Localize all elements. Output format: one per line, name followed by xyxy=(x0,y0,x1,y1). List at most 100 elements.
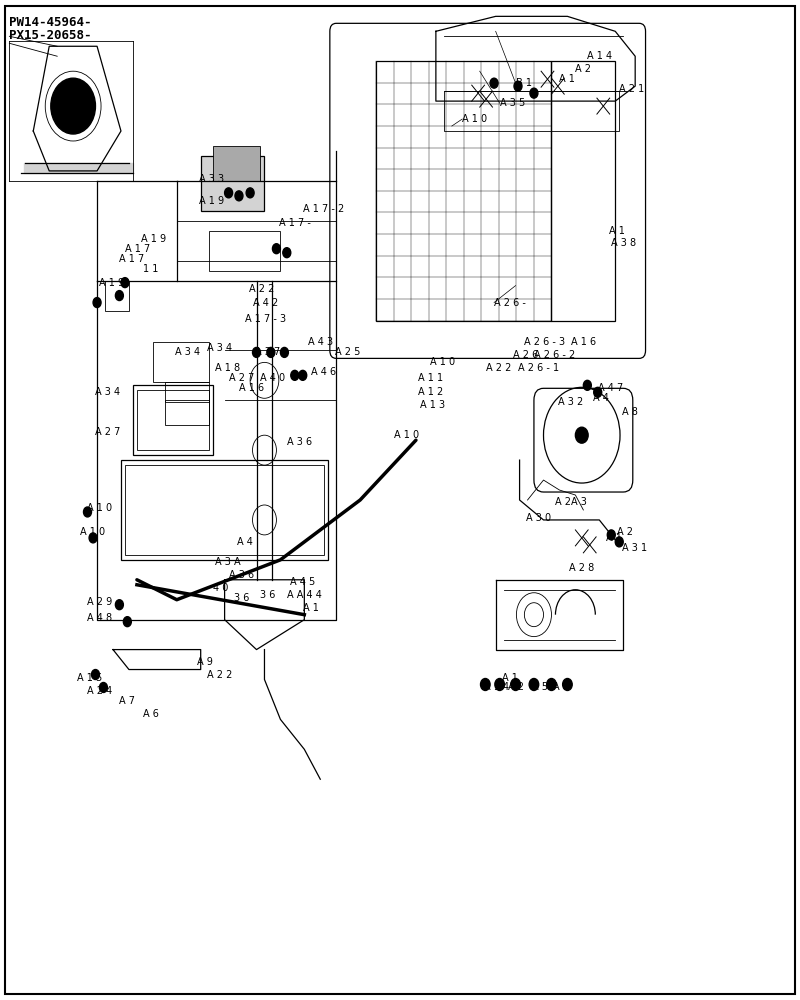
Text: 3 6: 3 6 xyxy=(234,593,250,603)
Text: A 2 7: A 2 7 xyxy=(229,373,254,383)
Text: A 1 0: A 1 0 xyxy=(87,503,113,513)
Text: A 4: A 4 xyxy=(593,393,609,403)
Bar xyxy=(153,342,209,382)
Text: A 1 9: A 1 9 xyxy=(141,234,166,244)
Circle shape xyxy=(562,679,572,690)
Circle shape xyxy=(490,78,498,88)
Circle shape xyxy=(267,347,275,357)
Circle shape xyxy=(273,244,281,254)
Text: A 4 0: A 4 0 xyxy=(261,373,286,383)
Text: 3 6: 3 6 xyxy=(261,590,276,600)
Text: A 2 2: A 2 2 xyxy=(249,284,274,294)
Circle shape xyxy=(615,537,623,547)
Text: A 3 4: A 3 4 xyxy=(95,387,121,397)
Text: A 4 7: A 4 7 xyxy=(598,383,623,393)
Text: A 2 8: A 2 8 xyxy=(569,563,594,573)
Text: A 1 0: A 1 0 xyxy=(394,430,418,440)
Text: A 3 2: A 3 2 xyxy=(558,397,583,407)
Circle shape xyxy=(575,427,588,443)
Text: A 1 0: A 1 0 xyxy=(79,527,105,537)
Circle shape xyxy=(298,370,306,380)
Text: 4 0: 4 0 xyxy=(213,583,228,593)
Bar xyxy=(201,156,265,211)
Text: A 4: A 4 xyxy=(237,537,253,547)
Circle shape xyxy=(225,188,233,198)
Bar xyxy=(165,382,209,402)
Text: 1 1: 1 1 xyxy=(143,264,158,274)
Text: A 2 7: A 2 7 xyxy=(95,427,121,437)
Circle shape xyxy=(514,81,522,91)
Text: A 1 3: A 1 3 xyxy=(420,400,445,410)
Text: A 2 1: A 2 1 xyxy=(619,84,645,94)
Circle shape xyxy=(123,617,131,627)
Text: A 2 6 - 2: A 2 6 - 2 xyxy=(534,350,575,360)
Text: A 9: A 9 xyxy=(197,657,213,667)
Text: A 2: A 2 xyxy=(575,64,591,74)
Text: A 3 6: A 3 6 xyxy=(229,570,254,580)
Text: A 1 9: A 1 9 xyxy=(199,196,224,206)
Text: A 3 0: A 3 0 xyxy=(526,513,551,523)
Text: A 6: A 6 xyxy=(143,709,159,719)
Text: A 1 7 - 2: A 1 7 - 2 xyxy=(302,204,344,214)
Text: A 3 5: A 3 5 xyxy=(500,98,525,108)
Text: A 4 6: A 4 6 xyxy=(310,367,336,377)
Text: A 3 7: A 3 7 xyxy=(255,347,280,357)
Text: A 3 1: A 3 1 xyxy=(622,543,646,553)
Text: A 2 6: A 2 6 xyxy=(514,350,538,360)
Text: A 2 2: A 2 2 xyxy=(207,670,233,680)
Circle shape xyxy=(115,600,123,610)
Text: A 2 5: A 2 5 xyxy=(334,347,360,357)
Text: A 1: A 1 xyxy=(609,226,625,236)
Text: A 1: A 1 xyxy=(559,74,575,84)
Circle shape xyxy=(607,530,615,540)
Bar xyxy=(376,61,551,320)
Circle shape xyxy=(530,88,538,98)
Text: A 3 6: A 3 6 xyxy=(286,437,312,447)
Circle shape xyxy=(99,682,107,692)
Text: A 1 2: A 1 2 xyxy=(418,387,442,397)
Circle shape xyxy=(481,679,490,690)
Circle shape xyxy=(91,670,99,680)
Text: A 2 9: A 2 9 xyxy=(87,597,113,607)
Text: A 2: A 2 xyxy=(617,527,633,537)
Text: A 3: A 3 xyxy=(571,497,587,507)
Text: A 4 5: A 4 5 xyxy=(290,577,315,587)
Text: A 2 6 - 3: A 2 6 - 3 xyxy=(523,337,565,347)
Text: A 1 4: A 1 4 xyxy=(587,51,613,61)
Text: A 7: A 7 xyxy=(119,696,135,706)
Bar xyxy=(551,61,615,320)
Text: A 1 4: A 1 4 xyxy=(484,682,509,692)
Text: A 1 1: A 1 1 xyxy=(418,373,442,383)
Circle shape xyxy=(89,533,97,543)
Circle shape xyxy=(83,507,91,517)
Text: A 2: A 2 xyxy=(555,497,571,507)
Text: A 4 2: A 4 2 xyxy=(253,298,278,308)
Text: A 1 7 - 3: A 1 7 - 3 xyxy=(245,314,286,324)
Text: A 1 7: A 1 7 xyxy=(119,254,145,264)
Circle shape xyxy=(51,78,95,134)
Circle shape xyxy=(546,679,556,690)
Text: A A 4 4: A A 4 4 xyxy=(286,590,322,600)
Text: A 8: A 8 xyxy=(553,682,569,692)
Circle shape xyxy=(121,278,129,288)
Text: A 1: A 1 xyxy=(606,533,622,543)
Text: A 3 3: A 3 3 xyxy=(199,174,224,184)
Text: A 1: A 1 xyxy=(502,673,518,683)
Text: A 1 9: A 1 9 xyxy=(98,278,124,288)
Bar xyxy=(24,163,133,173)
Text: A 1 7 -: A 1 7 - xyxy=(279,218,310,228)
Circle shape xyxy=(283,248,290,258)
Text: A 1 6: A 1 6 xyxy=(571,337,597,347)
Bar xyxy=(213,146,261,181)
Text: A 5: A 5 xyxy=(531,682,547,692)
Text: A 4 8: A 4 8 xyxy=(87,613,113,623)
Text: A 3 4: A 3 4 xyxy=(207,343,232,353)
Text: PX15-20658-: PX15-20658- xyxy=(10,29,92,42)
Text: B 1: B 1 xyxy=(515,78,531,88)
Text: A 1 7: A 1 7 xyxy=(125,244,150,254)
Text: PW14-45964-: PW14-45964- xyxy=(10,16,92,29)
Circle shape xyxy=(235,191,243,201)
Circle shape xyxy=(529,679,538,690)
Text: A 2 2: A 2 2 xyxy=(486,363,511,373)
Text: A 3 A: A 3 A xyxy=(215,557,241,567)
